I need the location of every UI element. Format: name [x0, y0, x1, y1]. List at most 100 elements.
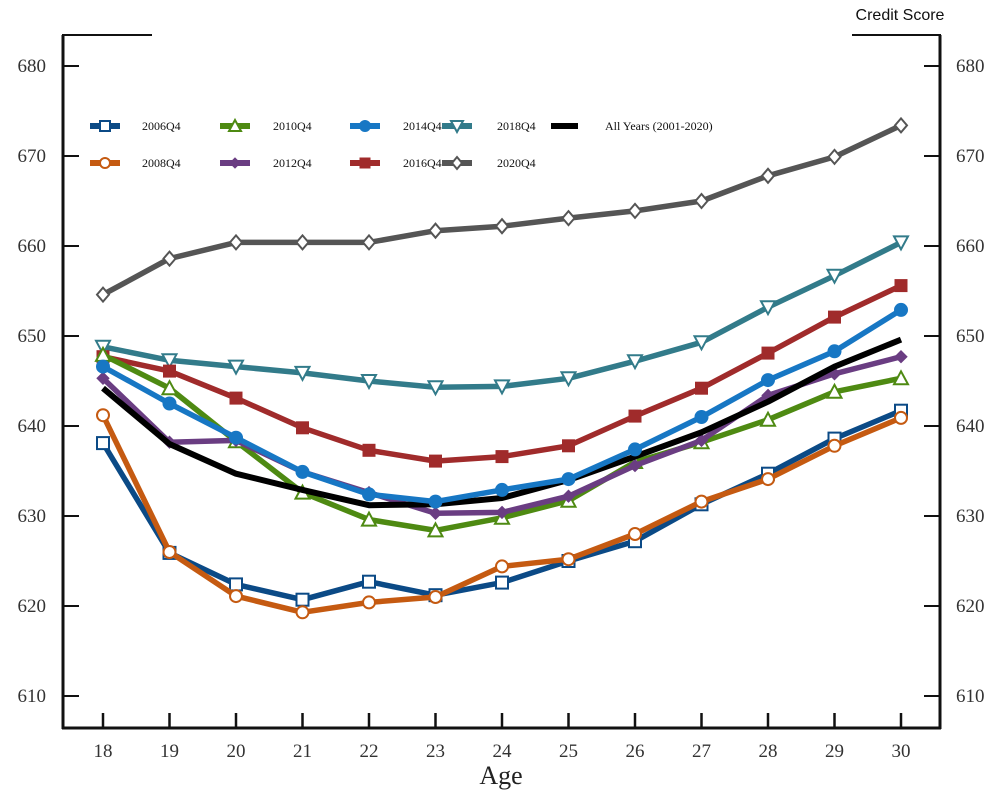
- marker-square: [362, 443, 376, 457]
- marker-square-open: [96, 436, 110, 451]
- marker-triangle-down-open: [160, 353, 179, 370]
- marker-diamond-open: [760, 167, 776, 185]
- series-line: [101, 336, 903, 509]
- marker-circle-open: [495, 559, 509, 574]
- marker-triangle-up-open: [426, 521, 445, 538]
- marker-square-open: [362, 574, 376, 589]
- legend-label: 2006Q4: [142, 119, 181, 133]
- y-ticks-right: 610 620 630 640 650 660 670 680: [924, 56, 985, 707]
- marker-diamond: [495, 505, 509, 520]
- y-tick-label-left: 620: [18, 596, 47, 617]
- x-tick-label: 21: [293, 741, 312, 762]
- y-tick-label-right: 630: [956, 506, 985, 527]
- marker-circle-open: [694, 494, 709, 509]
- series-line: [102, 239, 903, 391]
- legend-item: 2008Q4: [90, 156, 181, 170]
- marker-circle-open: [99, 157, 111, 169]
- series-2008q4: [96, 408, 908, 620]
- marker-circle: [362, 487, 376, 502]
- marker-diamond-open: [694, 192, 709, 210]
- marker-diamond-open: [295, 233, 310, 251]
- marker-circle: [495, 482, 509, 497]
- legend-item: 2014Q4: [350, 119, 442, 133]
- marker-triangle-down-open: [559, 371, 578, 388]
- y-tick-label-right: 680: [956, 56, 985, 77]
- x-tick-label: 18: [94, 741, 113, 762]
- legend-label: 2020Q4: [497, 156, 536, 170]
- marker-triangle-down-open: [449, 120, 465, 135]
- marker-circle-open: [561, 552, 576, 567]
- series-2020q4: [95, 116, 909, 304]
- marker-diamond-open: [627, 202, 643, 220]
- marker-triangle-down-open: [692, 335, 711, 352]
- legend-label: 2012Q4: [273, 156, 312, 170]
- marker-square-open: [229, 577, 243, 592]
- marker-square: [628, 409, 642, 423]
- y-tick-label-right: 610: [956, 686, 985, 707]
- legend-item: 2020Q4: [442, 155, 536, 171]
- marker-circle: [761, 373, 775, 388]
- marker-circle: [561, 472, 576, 487]
- marker-triangle-down-open: [892, 235, 910, 252]
- marker-triangle-up-open: [759, 410, 777, 427]
- marker-circle: [694, 410, 709, 424]
- marker-triangle-down-open: [360, 374, 378, 391]
- marker-diamond-open: [827, 148, 842, 166]
- x-tick-label: 24: [493, 741, 513, 762]
- y-tick-label-right: 660: [956, 236, 985, 257]
- marker-square: [761, 346, 775, 360]
- legend-label: 2018Q4: [497, 119, 536, 133]
- marker-triangle-down-open: [293, 365, 312, 383]
- marker-square: [894, 279, 908, 293]
- marker-square: [296, 421, 309, 435]
- series-2016q4: [96, 279, 908, 468]
- marker-diamond-open: [361, 233, 377, 251]
- marker-diamond-open: [450, 155, 464, 171]
- marker-square-open: [99, 120, 111, 132]
- marker-diamond: [561, 489, 576, 503]
- y-axis-title: Credit Score: [856, 7, 945, 24]
- marker-circle: [628, 442, 642, 457]
- marker-diamond: [628, 458, 642, 473]
- marker-triangle-up-open: [360, 510, 378, 527]
- x-tick-label: 29: [825, 741, 844, 762]
- marker-square-open: [495, 575, 509, 590]
- marker-diamond-open: [228, 233, 244, 251]
- marker-diamond-open: [95, 286, 111, 304]
- marker-triangle-down-open: [227, 359, 245, 376]
- x-tick-label: 28: [759, 741, 778, 762]
- y-tick-label-right: 640: [956, 416, 985, 437]
- y-tick-label-right: 670: [956, 146, 985, 167]
- y-tick-label-left: 680: [18, 56, 47, 77]
- y-tick-label-left: 630: [18, 506, 47, 527]
- x-tick-label: 19: [160, 741, 179, 762]
- marker-triangle-down-open: [493, 379, 511, 396]
- marker-triangle-up-open: [227, 117, 243, 132]
- legend-item: All Years (2001-2020): [551, 119, 713, 133]
- marker-circle-open: [96, 408, 110, 423]
- x-ticks: 18 19 20 21 22 23 24 25 26 27 28 29 30: [94, 713, 911, 762]
- x-axis-label: Age: [479, 761, 522, 790]
- marker-circle-open: [827, 438, 842, 453]
- marker-square: [828, 310, 841, 324]
- series-all-years-2001-2020: [101, 336, 903, 509]
- x-tick-label: 25: [559, 741, 578, 762]
- series-layer: [94, 116, 910, 620]
- marker-square: [429, 454, 442, 468]
- marker-square: [695, 381, 708, 395]
- marker-square: [562, 439, 575, 453]
- legend-label: 2014Q4: [403, 119, 442, 133]
- marker-circle: [96, 359, 110, 374]
- marker-circle-open: [229, 589, 243, 604]
- x-tick-label: 26: [626, 741, 645, 762]
- y-tick-label-right: 650: [956, 326, 985, 347]
- y-tick-label-left: 670: [18, 146, 47, 167]
- legend-label: 2008Q4: [142, 156, 181, 170]
- series-2014q4: [96, 302, 908, 509]
- y-ticks-left: 610 620 630 640 650 660 670 680: [18, 56, 79, 707]
- x-tick-label: 23: [426, 741, 445, 762]
- y-tick-label-left: 640: [18, 416, 47, 437]
- marker-circle: [359, 120, 371, 132]
- legend-label: 2016Q4: [403, 156, 442, 170]
